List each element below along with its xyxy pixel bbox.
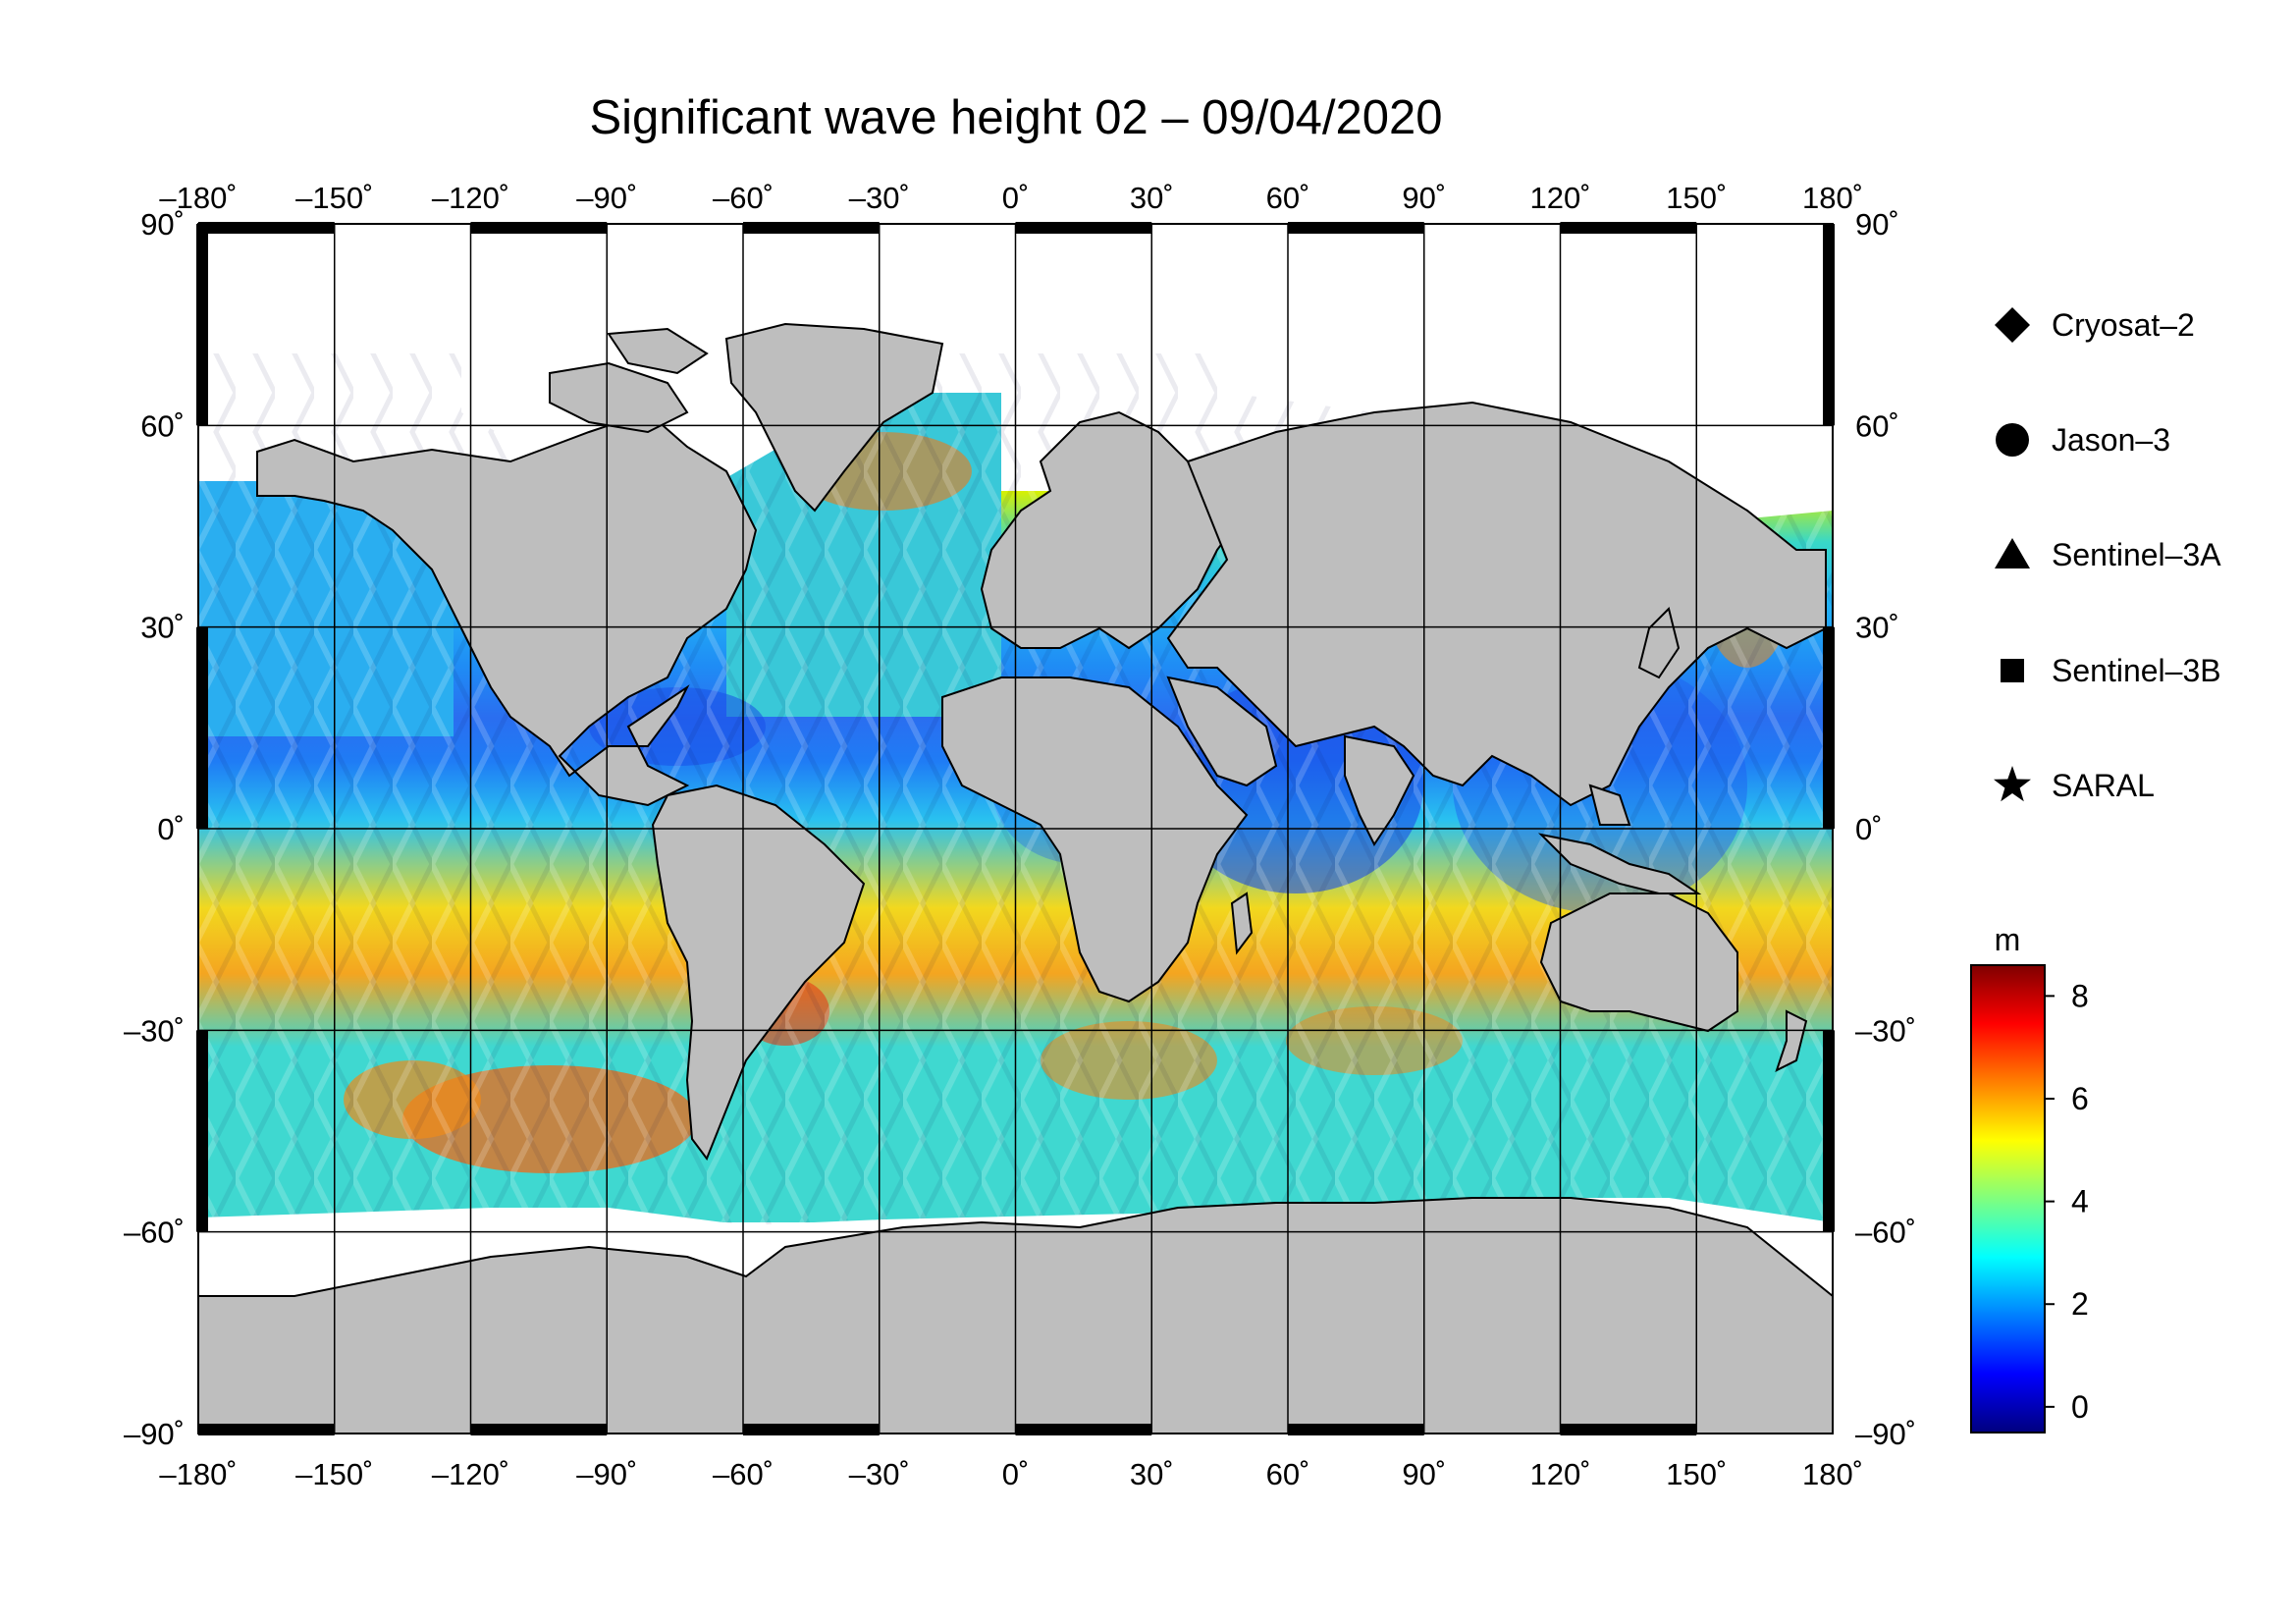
longitude-label: –30˚ <box>849 1457 910 1491</box>
longitude-labels-bottom: –180˚ –150˚ –120˚ –90˚ –60˚ –30˚ 0˚ 30˚ 60˚ 90˚ 12… <box>159 1457 1863 1491</box>
map-frame-bars <box>196 222 1835 1435</box>
colorbar-tick-label: 4 <box>2071 1184 2089 1219</box>
frame-bar <box>1015 1424 1152 1435</box>
latitude-label: 0˚ <box>157 812 185 846</box>
latitude-label: –90˚ <box>1855 1417 1916 1451</box>
frame-bar <box>1560 1424 1697 1435</box>
latitude-label: 30˚ <box>1855 611 1899 645</box>
frame-bar <box>1823 626 1835 829</box>
longitude-label: –120˚ <box>432 181 509 215</box>
longitude-label: –60˚ <box>713 1457 774 1491</box>
longitude-label: –90˚ <box>576 181 637 215</box>
south-america <box>651 784 866 1162</box>
longitude-label: 60˚ <box>1266 181 1310 215</box>
latitude-label: 90˚ <box>1855 207 1899 242</box>
diamond-marker-icon <box>1995 307 2030 343</box>
latitude-label: –60˚ <box>1855 1216 1916 1250</box>
colorbar-gradient <box>1970 964 2046 1434</box>
latitude-label: 60˚ <box>1855 408 1899 443</box>
frame-bar <box>1288 222 1424 234</box>
arabia <box>1166 676 1278 787</box>
frame-bar <box>1823 1030 1835 1232</box>
asia <box>1166 401 1827 807</box>
longitude-label: –150˚ <box>295 1457 373 1491</box>
frame-bar <box>470 1424 608 1435</box>
legend-label: Jason–3 <box>2052 422 2170 458</box>
longitude-label: 90˚ <box>1402 181 1446 215</box>
africa <box>941 676 1249 1003</box>
frame-bar <box>743 222 880 234</box>
longitude-label: 120˚ <box>1529 1457 1590 1491</box>
legend-label: Cryosat–2 <box>2052 307 2195 343</box>
longitude-label: 120˚ <box>1529 181 1590 215</box>
legend-label: Sentinel–3A <box>2052 537 2221 572</box>
india <box>1344 734 1415 846</box>
longitude-label: 180˚ <box>1802 181 1863 215</box>
longitude-label: 150˚ <box>1666 1457 1727 1491</box>
legend-label: Sentinel–3B <box>2052 653 2221 688</box>
longitude-label: 0˚ <box>1002 1457 1030 1491</box>
latitude-label: –90˚ <box>124 1417 185 1451</box>
greenland <box>724 322 944 513</box>
frame-bar <box>196 224 208 426</box>
frame-bar <box>196 1030 208 1232</box>
longitude-label: –90˚ <box>576 1457 637 1491</box>
longitude-label: –30˚ <box>849 181 910 215</box>
longitude-label: 180˚ <box>1802 1457 1863 1491</box>
longitude-label: –180˚ <box>159 1457 237 1491</box>
map-title: Significant wave height 02 – 09/04/2020 <box>589 91 1443 144</box>
longitude-label: 30˚ <box>1130 1457 1174 1491</box>
colorbar-ticks: 0 2 4 6 8 <box>2045 978 2089 1425</box>
colorbar: m 0 2 4 6 8 <box>1970 922 2089 1434</box>
triangle-marker-icon <box>1995 538 2030 568</box>
latitude-label: 0˚ <box>1855 812 1883 846</box>
longitude-label: 30˚ <box>1130 181 1174 215</box>
longitude-label: –120˚ <box>432 1457 509 1491</box>
circle-marker-icon <box>1996 423 2029 457</box>
square-marker-icon <box>2001 659 2024 682</box>
longitude-label: 90˚ <box>1402 1457 1446 1491</box>
legend-label: SARAL <box>2052 768 2155 803</box>
satellite-legend: Cryosat–2 Jason–3 Sentinel–3A Sentinel–3B SA… <box>1994 307 2221 803</box>
latitude-labels-right: 90˚ 60˚ 30˚ 0˚ –30˚ –60˚ –90˚ <box>1855 207 1916 1451</box>
latitude-label: 60˚ <box>140 408 185 443</box>
longitude-label: –150˚ <box>295 181 373 215</box>
frame-bar <box>198 1424 335 1435</box>
longitude-label: –60˚ <box>713 181 774 215</box>
arctic-islands <box>549 361 689 434</box>
longitude-label: –180˚ <box>159 181 237 215</box>
latitude-labels-left: 90˚ 60˚ 30˚ 0˚ –30˚ –60˚ –90˚ <box>124 207 185 1451</box>
colorbar-unit: m <box>1995 922 2021 957</box>
longitude-label: 60˚ <box>1266 1457 1310 1491</box>
longitude-labels-top: –180˚ –150˚ –120˚ –90˚ –60˚ –30˚ 0˚ 30˚ 60˚ 90˚ 12… <box>159 181 1863 215</box>
frame-bar <box>1288 1424 1424 1435</box>
latitude-label: –30˚ <box>1855 1013 1916 1048</box>
frame-bar <box>198 222 335 234</box>
latitude-label: –30˚ <box>124 1013 185 1048</box>
map-area <box>196 222 1835 1435</box>
colorbar-tick-label: 2 <box>2071 1286 2089 1322</box>
graticule <box>198 224 1833 1434</box>
colorbar-tick-label: 6 <box>2071 1081 2089 1116</box>
longitude-label: 0˚ <box>1002 181 1030 215</box>
longitude-label: 150˚ <box>1666 181 1727 215</box>
star-marker-icon <box>1994 766 2031 802</box>
colorbar-tick-label: 0 <box>2071 1389 2089 1425</box>
frame-bar <box>470 222 608 234</box>
latitude-label: 90˚ <box>140 207 185 242</box>
frame-bar <box>1823 224 1835 426</box>
latitude-label: 30˚ <box>140 611 185 645</box>
colorbar-tick-label: 8 <box>2071 978 2089 1013</box>
frame-bar <box>196 626 208 829</box>
frame-bar <box>1015 222 1152 234</box>
frame-bar <box>1560 222 1697 234</box>
frame-bar <box>743 1424 880 1435</box>
latitude-label: –60˚ <box>124 1216 185 1250</box>
